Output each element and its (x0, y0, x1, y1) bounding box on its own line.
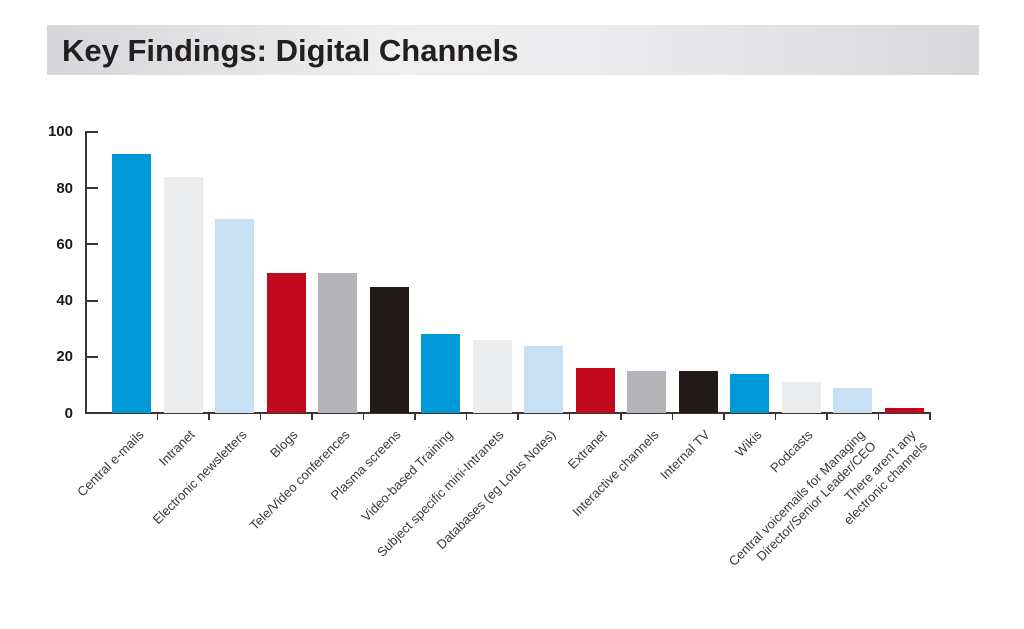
y-axis-tick (85, 130, 98, 133)
bar-subject-specific-mini-intranets (472, 340, 512, 414)
y-axis-tick (85, 355, 98, 358)
bar-intranet (163, 176, 203, 414)
bar-plasma-screens (369, 286, 409, 414)
y-axis-tick (85, 187, 98, 190)
x-axis-tick (929, 414, 931, 421)
x-axis-tick (156, 414, 159, 421)
bar-tele-video-conferences (318, 272, 358, 414)
y-axis-tick (85, 243, 98, 246)
x-axis-tick (414, 414, 416, 421)
bar-internal-tv (678, 371, 718, 414)
bar-blogs (266, 272, 306, 414)
title-bar: Key Findings: Digital Channels (47, 25, 979, 75)
bar-central-voicemails-for-managing-director-senior-leader-ceo (833, 387, 873, 414)
y-axis-tick (85, 412, 98, 415)
y-axis-line (85, 130, 87, 415)
y-tick-label: 0 (64, 404, 73, 422)
x-axis-tick (826, 414, 828, 421)
page-title: Key Findings: Digital Channels (62, 33, 519, 68)
y-tick-label: 20 (56, 348, 73, 366)
bar-electronic-newsletters (215, 218, 255, 414)
bar-wikis (730, 373, 770, 414)
bar-there-aren-t-any-electronic-channels (884, 407, 924, 414)
x-axis-tick (465, 414, 468, 421)
y-axis-tick (85, 299, 98, 302)
x-axis-tick (723, 414, 725, 421)
x-axis-tick (362, 414, 365, 421)
bar-extranet (575, 368, 615, 414)
x-axis-tick (259, 414, 262, 421)
y-tick-label: 80 (56, 179, 73, 197)
x-axis-tick (620, 414, 622, 421)
x-axis-line (85, 412, 931, 415)
bar-interactive-channels (627, 371, 667, 414)
y-tick-label: 100 (47, 123, 73, 141)
bar-databases-eg-lotus-notes (524, 345, 564, 414)
bar-video-based-training (421, 334, 461, 414)
y-tick-label: 40 (56, 292, 73, 310)
x-axis-tick (774, 414, 777, 421)
x-axis-tick (568, 414, 571, 421)
x-axis-tick (517, 414, 519, 421)
x-axis-tick (208, 414, 210, 421)
x-category-label: Electronic newsletters (149, 427, 250, 528)
bar-podcasts (781, 382, 821, 414)
x-axis-tick (311, 414, 313, 421)
x-axis-tick (671, 414, 674, 421)
bar-central-e-mails (112, 154, 152, 414)
x-axis-tick (877, 414, 880, 421)
y-tick-label: 60 (56, 235, 73, 253)
